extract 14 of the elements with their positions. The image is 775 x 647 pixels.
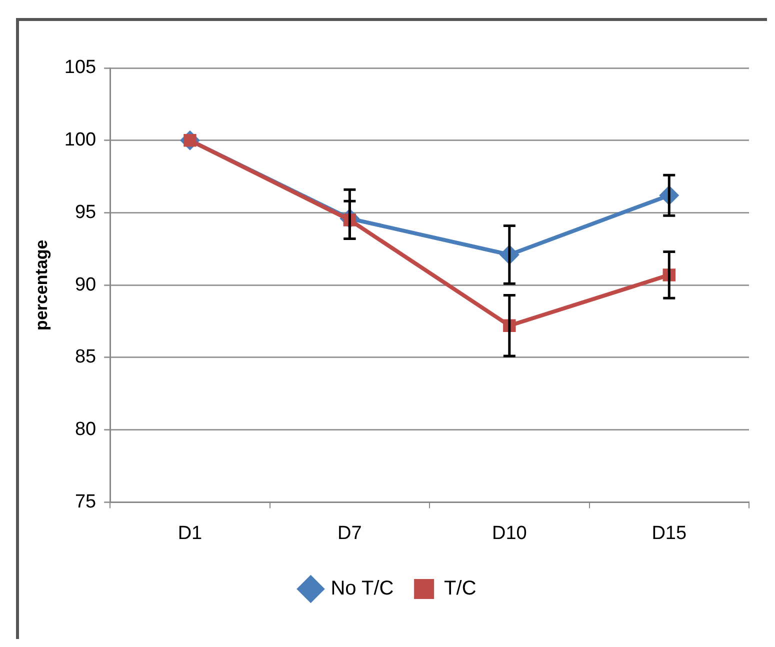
y-tick-label: 90 [74,274,96,296]
x-tick-label: D10 [492,522,527,544]
y-tick-label: 95 [74,202,96,223]
y-tick-label: 85 [74,346,96,368]
legend-label: No T/C [330,578,394,600]
x-tick-label: D1 [178,522,202,544]
y-tick-label: 80 [74,419,96,440]
x-tick-label: D15 [652,522,687,544]
x-tick-label: D7 [338,522,362,544]
legend-label: T/C [444,578,476,600]
y-tick-label: 75 [74,491,96,512]
y-tick-label: 100 [64,130,96,151]
y-tick-label: 105 [64,57,96,78]
y-axis-title: percentage [32,240,51,330]
